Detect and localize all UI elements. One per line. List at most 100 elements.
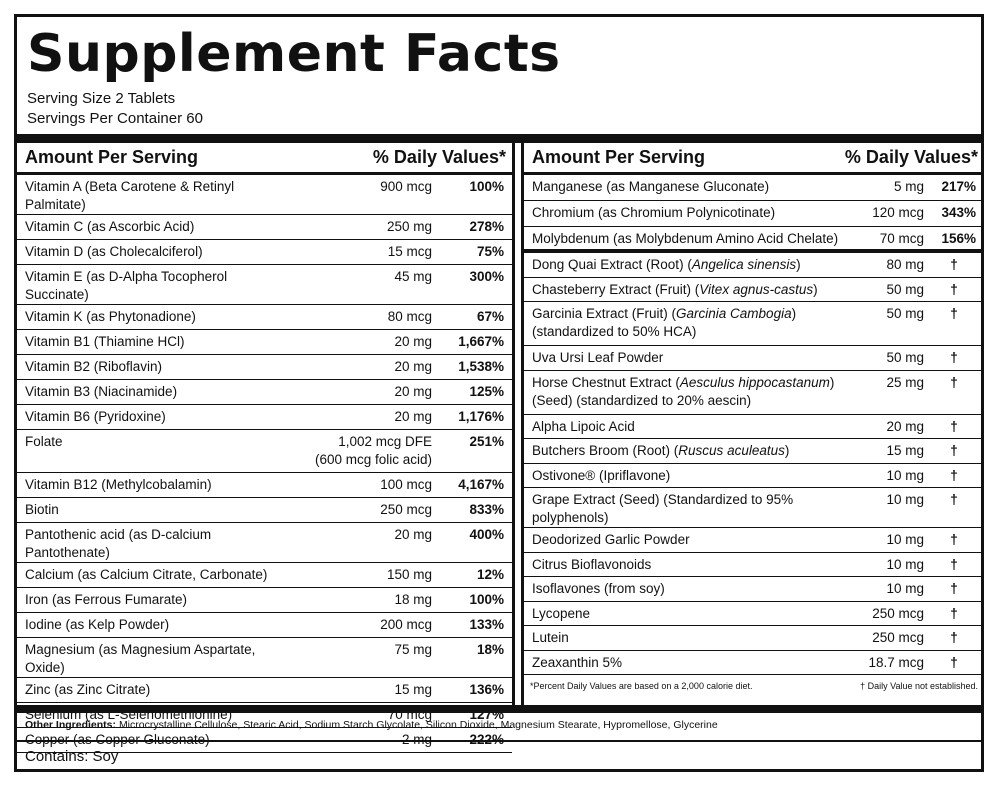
right-column: Amount Per Serving % Daily Values* Manga… [521,143,984,705]
daily-value: 400% [469,527,504,542]
nutrient-columns: Amount Per Serving % Daily Values* Vitam… [17,143,984,753]
nutrient-amount: 70 mcg [879,231,924,246]
amount-per-serving-heading: Amount Per Serving [25,147,199,167]
nutrient-amount: 100 mcg [380,477,432,492]
nutrient-name: Vitamin A (Beta Carotene & Retinyl Palmi… [25,179,235,212]
nutrient-name: Manganese (as Manganese Gluconate) [532,179,770,194]
daily-value: 100% [469,179,504,194]
daily-value: † [950,654,958,670]
nutrient-name: Lutein [532,630,569,645]
nutrient-amount: 50 mg [886,306,924,321]
nutrient-row: Vitamin B3 (Niacinamide) 20 mg 125% [17,380,512,405]
nutrient-name: Lycopene [532,605,591,621]
nutrient-name: Vitamin E (as D-Alpha Tocopherol Succina… [25,269,228,302]
nutrient-row: Zinc (as Zinc Citrate) 15 mg 136% [17,678,512,703]
daily-value: 343% [941,205,976,220]
daily-value: † [950,281,958,297]
nutrient-row: Molybdenum (as Molybdenum Amino Acid Che… [524,227,984,253]
nutrient-amount: 10 mg [886,581,924,596]
daily-value: 1,667% [458,334,504,349]
daily-value: † [950,492,958,507]
daily-value: 125% [469,384,504,399]
daily-value: 75% [476,244,504,259]
daily-value: 4,167% [458,477,504,492]
nutrient-name: Ostivone® (Ipriflavone) [532,467,671,483]
nutrient-row: Vitamin A (Beta Carotene & Retinyl Palmi… [17,175,512,215]
right-column-header: Amount Per Serving % Daily Values* [524,143,984,175]
daily-value: † [950,350,958,365]
nutrient-amount: 10 mg [886,532,924,547]
nutrient-amount: 5 mg [893,179,924,194]
nutrient-amount: 250 mcg [872,605,924,621]
daily-value: † [950,418,958,434]
nutrient-amount: 80 mg [886,257,924,272]
nutrient-name: Iron (as Ferrous Fumarate) [25,592,188,607]
nutrient-row: Manganese (as Manganese Gluconate) 5 mg 21… [524,175,984,201]
nutrient-row: Isoflavones (from soy) 10 mg † [524,577,984,602]
daily-value: 12% [476,567,504,582]
latin-name: Aesculus hippocastanum [679,374,830,390]
nutrient-row: Calcium (as Calcium Citrate, Carbonate) 1… [17,563,512,588]
nutrient-amount: 200 mcg [380,617,432,632]
nutrient-row: Vitamin C (as Ascorbic Acid) 250 mg 278% [17,215,512,240]
amount-per-serving-heading: Amount Per Serving [532,147,706,167]
nutrient-name: Molybdenum (as Molybdenum Amino Acid Che… [532,231,839,246]
nutrient-name: Dong Quai Extract (Root) (Angelica sinen… [532,257,801,272]
serving-size: Serving Size 2 Tablets [27,90,176,107]
other-ingredients: Other Ingredients: Microcrystalline Cell… [25,719,718,731]
nutrient-amount: 250 mcg [872,630,924,645]
nutrient-amount: 10 mg [886,492,924,507]
other-ingredients-text: Microcrystalline Cellulose, Stearic Acid… [118,719,718,731]
daily-value: † [950,374,958,390]
top-divider-bar [17,134,981,143]
daily-values-heading: % Daily Values* [844,147,978,167]
nutrient-name: Garcinia Extract (Fruit) (Garcinia Cambo… [532,306,797,339]
nutrient-name: Pantothenic acid (as D-calcium Pantothen… [25,527,212,560]
nutrient-name: Isoflavones (from soy) [532,581,665,596]
daily-value: 833% [469,502,504,517]
nutrient-amount: 15 mg [394,682,432,697]
nutrient-name: Chromium (as Chromium Polynicotinate) [532,205,776,220]
nutrient-name: Vitamin B6 (Pyridoxine) [25,409,166,424]
right-extract-list: Dong Quai Extract (Root) (Angelica sinen… [524,253,984,675]
nutrient-row: Vitamin B6 (Pyridoxine) 20 mg 1,176% [17,405,512,430]
nutrient-row: Ostivone® (Ipriflavone) 10 mg † [524,464,984,488]
nutrient-row: Grape Extract (Seed) (Standardized to 95… [524,488,984,528]
footnotes: *Percent Daily Values are based on a 2,0… [524,675,984,691]
latin-name: Ruscus aculeatus [678,443,785,458]
nutrient-amount: 18.7 mcg [868,654,924,670]
nutrient-name: Vitamin K (as Phytonadione) [25,309,196,324]
right-mineral-list: Manganese (as Manganese Gluconate) 5 mg 21… [524,175,984,253]
nutrient-name: Alpha Lipoic Acid [532,418,635,434]
daily-value: 1,538% [458,359,504,374]
left-column-header: Amount Per Serving % Daily Values* [17,143,512,175]
nutrient-name: Vitamin B3 (Niacinamide) [25,384,178,399]
nutrient-row: Vitamin E (as D-Alpha Tocopherol Succina… [17,265,512,305]
nutrient-row: Citrus Bioflavonoids 10 mg † [524,553,984,577]
nutrient-amount: 20 mg [394,527,432,542]
nutrient-name-detail: (Seed) (standardized to 20% aescin) [532,392,752,408]
allergen-statement: Contains: Soy [17,740,981,765]
nutrient-name: Magnesium (as Magnesium Aspartate, Oxide… [25,642,256,675]
supplement-facts-label: Supplement Facts Serving Size 2 Tablets … [14,14,984,772]
nutrient-amount: 2 mg [401,732,432,747]
nutrient-row: Zeaxanthin 5% 18.7 mcg † [524,651,984,675]
nutrient-row: Deodorized Garlic Powder 10 mg † [524,528,984,553]
nutrient-amount: 150 mg [386,567,432,582]
daily-value: 1,176% [458,409,504,424]
nutrient-name: Vitamin B12 (Methylcobalamin) [25,477,212,492]
daily-value: 251% [469,434,504,449]
nutrient-name: Deodorized Garlic Powder [532,532,690,547]
nutrient-amount: 20 mg [394,334,432,349]
nutrient-row: Vitamin K (as Phytonadione) 80 mcg 67% [17,305,512,330]
daily-value: † [950,556,958,572]
daily-values-heading: % Daily Values* [372,147,506,167]
nutrient-amount: 50 mg [886,350,924,365]
latin-name: Vitex agnus-castus [699,281,814,297]
daily-value: † [950,605,958,621]
daily-value: 67% [476,309,504,324]
daily-value: 300% [469,269,504,284]
daily-value: † [950,532,958,547]
daily-value: † [950,581,958,596]
nutrient-amount: 20 mg [394,359,432,374]
